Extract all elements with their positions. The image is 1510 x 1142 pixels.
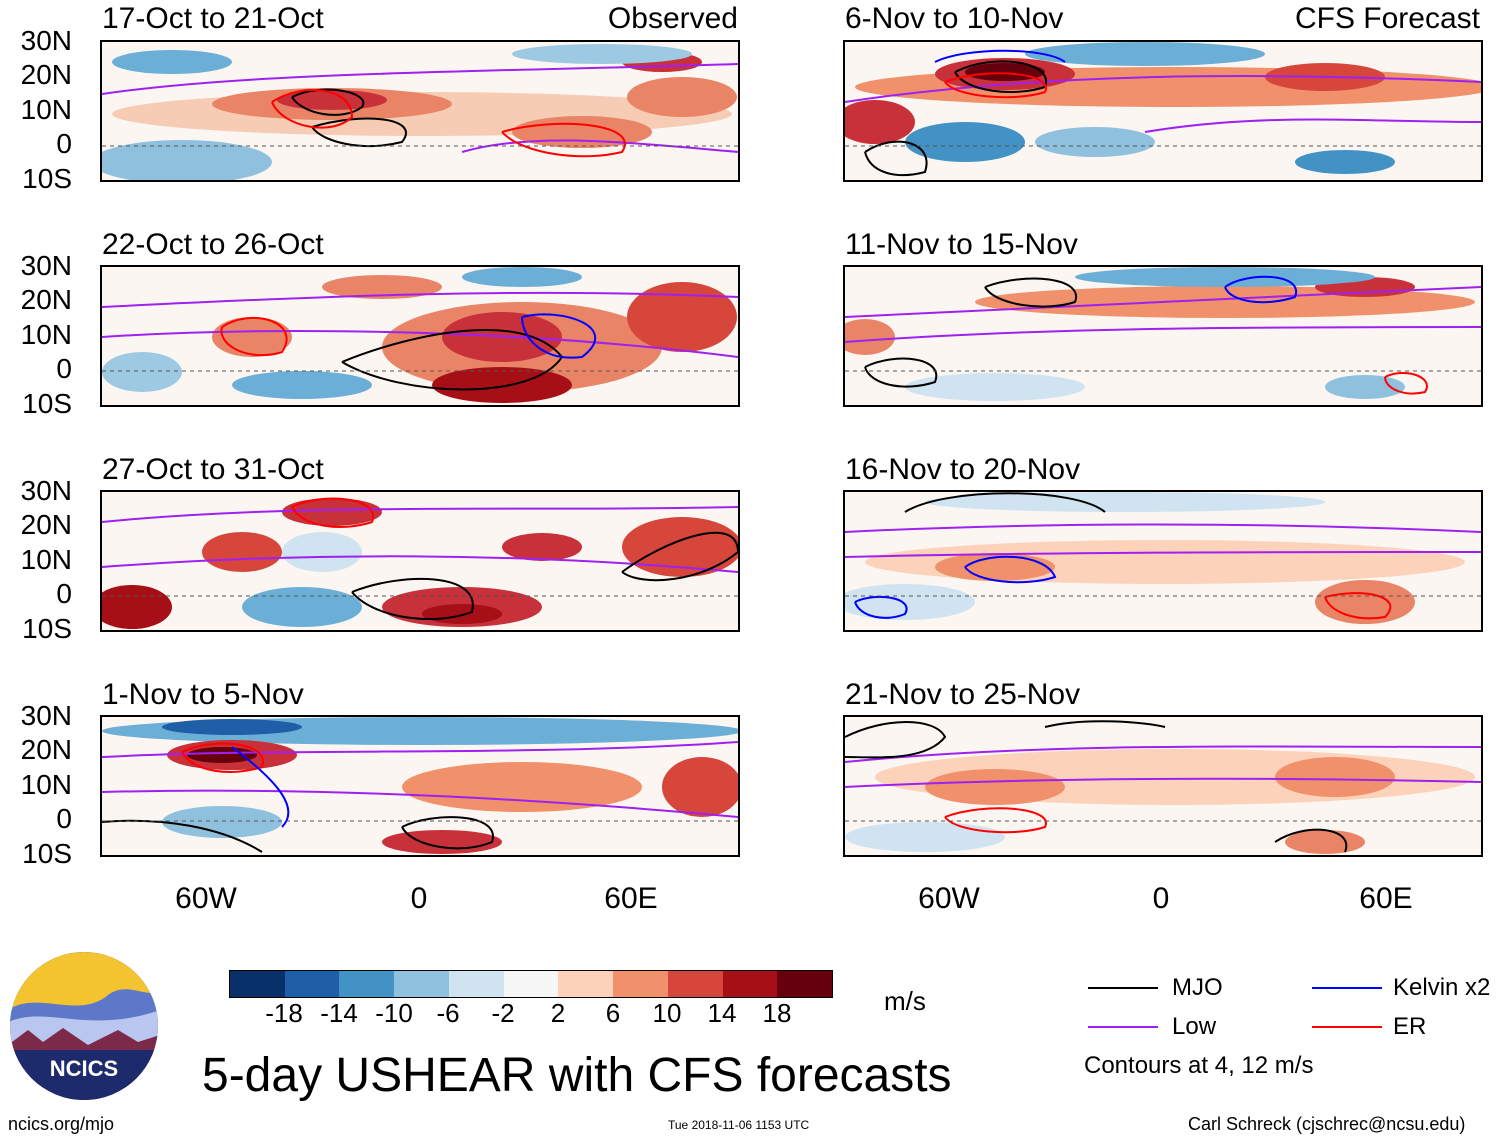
panel-title-left-3: 27-Oct to 31-Oct (102, 453, 324, 486)
colorbar-tick: -10 (375, 998, 413, 1028)
colorbar-tick: -14 (320, 998, 358, 1028)
map-panel-right-2 (843, 265, 1483, 407)
lat-label: 20N (20, 284, 72, 315)
lat-label: 30N (20, 700, 72, 731)
colorbar-swatch (284, 971, 340, 997)
colorbar-swatch (722, 971, 778, 997)
legend-label-er: ER (1393, 1013, 1427, 1040)
colorbar-swatch (394, 971, 449, 997)
lat-label: 0 (56, 128, 72, 159)
panel-title-right-4: 21-Nov to 25-Nov (845, 678, 1081, 711)
panel-title-right-2: 11-Nov to 15-Nov (845, 228, 1078, 261)
lat-label: 10S (22, 838, 72, 869)
panel-title-left-1: 17-Oct to 21-Oct (102, 2, 324, 35)
colorbar-tick: 14 (707, 998, 737, 1028)
colorbar-tick: 18 (762, 998, 792, 1028)
colorbar-swatch (558, 971, 614, 997)
lat-label: 30N (20, 25, 72, 56)
lat-label: 10S (22, 388, 72, 419)
lon-label-right-60e: 60E (1359, 882, 1413, 915)
footer-timestamp: Tue 2018-11-06 1153 UTC (668, 1118, 810, 1132)
colorbar-unit: m/s (884, 986, 926, 1016)
map-panel-right-1 (843, 40, 1483, 182)
colorbar-swatch (777, 971, 833, 997)
colorbar-tick: -2 (491, 998, 515, 1028)
lat-label: 10N (20, 94, 72, 125)
lat-label: 10N (20, 769, 72, 800)
footer-url[interactable]: ncics.org/mjo (8, 1114, 115, 1134)
legend-label-low: Low (1172, 1013, 1217, 1040)
lon-label-right-60w: 60W (918, 882, 980, 915)
legend-line-er (1312, 1026, 1382, 1028)
lat-label: 10S (22, 613, 72, 644)
lon-label-left-60e: 60E (604, 882, 658, 915)
colorbar (229, 970, 833, 998)
legend-line-kelvin (1312, 987, 1382, 989)
map-panel-left-3 (100, 490, 740, 632)
lat-label: 20N (20, 59, 72, 90)
lat-label: 0 (56, 803, 72, 834)
lat-label: 10N (20, 319, 72, 350)
panel-title-right-3: 16-Nov to 20-Nov (845, 453, 1081, 486)
main-title: 5-day USHEAR with CFS forecasts (202, 1049, 952, 1102)
colorbar-swatch (448, 971, 504, 997)
colorbar-swatch (613, 971, 668, 997)
logo-text: NCICS (50, 1056, 118, 1081)
legend-label-mjo: MJO (1172, 974, 1223, 1001)
lat-label: 20N (20, 509, 72, 540)
panel-title-left-2: 22-Oct to 26-Oct (102, 228, 324, 261)
lat-label: 10S (22, 163, 72, 194)
map-panel-left-2 (100, 265, 740, 407)
legend-line-mjo (1088, 987, 1158, 989)
lon-label-left-0: 0 (410, 882, 428, 915)
footer-credit: Carl Schreck (cjschrec@ncsu.edu) (1188, 1114, 1466, 1134)
colorbar-tick: -6 (436, 998, 460, 1028)
panel-title-left-4: 1-Nov to 5-Nov (102, 678, 304, 711)
lat-label: 10N (20, 544, 72, 575)
lat-label: 0 (56, 578, 72, 609)
map-panel-left-1 (100, 40, 740, 182)
colorbar-tick: 10 (652, 998, 682, 1028)
colorbar-swatch (503, 971, 559, 997)
legend-label-kelvin: Kelvin x2 (1393, 974, 1491, 1001)
lon-label-left-60w: 60W (175, 882, 237, 915)
ncics-logo: NCICS (8, 950, 160, 1102)
colorbar-swatch (339, 971, 395, 997)
panel-title-right-1: 6-Nov to 10-Nov (845, 2, 1064, 35)
colorbar-tick: 2 (550, 998, 566, 1028)
observed-label: Observed (607, 2, 738, 35)
lat-label: 30N (20, 475, 72, 506)
colorbar-swatch (667, 971, 723, 997)
lon-label-right-0: 0 (1152, 882, 1170, 915)
legend-note: Contours at 4, 12 m/s (1084, 1052, 1314, 1079)
colorbar-swatch (230, 971, 285, 997)
map-panel-right-3 (843, 490, 1483, 632)
lat-label: 20N (20, 734, 72, 765)
lat-label: 0 (56, 353, 72, 384)
map-panel-right-4 (843, 715, 1483, 857)
colorbar-tick: 6 (605, 998, 621, 1028)
map-panel-left-4 (100, 715, 740, 857)
cfs-forecast-label: CFS Forecast (1294, 2, 1480, 35)
lat-label: 30N (20, 250, 72, 281)
colorbar-tick: -18 (265, 998, 303, 1028)
legend-line-low (1088, 1026, 1158, 1028)
